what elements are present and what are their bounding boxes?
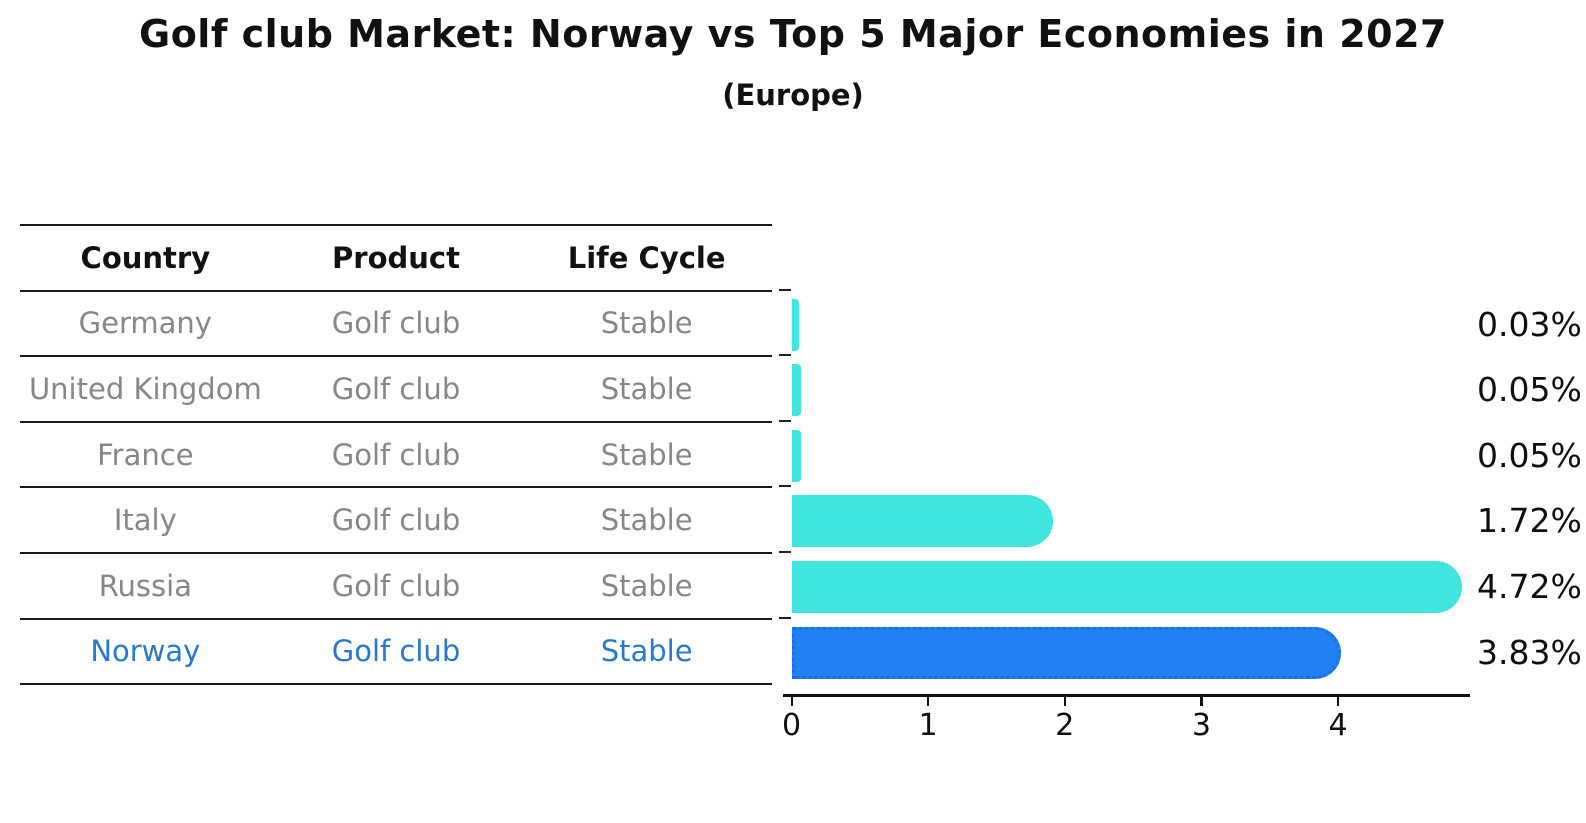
bar-value-label: 3.83% xyxy=(1477,632,1582,672)
life-cycle-cell: Stable xyxy=(600,371,693,406)
product-cell: Golf club xyxy=(331,371,461,406)
y-boundary-tick xyxy=(779,616,791,619)
x-tick xyxy=(790,696,793,706)
table-header-row: Country Product Life Cycle xyxy=(20,226,772,292)
y-boundary-tick xyxy=(779,288,791,291)
product-cell: Golf club xyxy=(331,306,461,341)
life-cycle-cell: Stable xyxy=(600,634,693,669)
x-tick-label: 4 xyxy=(1328,708,1348,743)
table-row: France Golf club Stable xyxy=(20,423,772,489)
x-tick-label: 1 xyxy=(918,708,938,743)
column-header-product: Product xyxy=(332,240,460,275)
bar-russia xyxy=(791,561,1463,613)
life-cycle-cell: Stable xyxy=(600,503,693,538)
bar-italy xyxy=(791,495,1053,548)
page-subtitle: (Europe) xyxy=(722,78,864,112)
bar-germany xyxy=(791,298,799,351)
table-row: Russia Golf club Stable xyxy=(20,554,772,620)
x-tick xyxy=(1200,696,1203,706)
country-cell: Italy xyxy=(113,503,177,538)
product-cell: Golf club xyxy=(331,634,461,669)
x-tick xyxy=(1337,696,1340,706)
x-tick xyxy=(927,696,930,706)
y-boundary-tick xyxy=(779,354,791,357)
x-tick xyxy=(1063,696,1066,706)
table-row: United Kingdom Golf club Stable xyxy=(20,357,772,423)
column-header-life-cycle: Life Cycle xyxy=(567,240,726,275)
y-boundary-tick xyxy=(779,419,791,422)
table-row: Germany Golf club Stable xyxy=(20,292,772,358)
bar-united-kingdom xyxy=(791,364,802,417)
bar-value-label: 0.03% xyxy=(1477,304,1582,344)
life-cycle-cell: Stable xyxy=(600,437,693,472)
table-row: Norway Golf club Stable xyxy=(20,620,772,686)
x-tick-label: 0 xyxy=(781,708,802,743)
life-cycle-cell: Stable xyxy=(600,568,693,603)
bar-value-label: 0.05% xyxy=(1477,370,1582,410)
x-axis-line xyxy=(783,694,1470,697)
table-body: Germany Golf club Stable United Kingdom Golf… xyxy=(20,292,772,686)
bar-value-label: 1.72% xyxy=(1477,501,1582,541)
data-table: Country Product Life Cycle Germany Golf c… xyxy=(20,224,772,686)
y-boundary-tick xyxy=(779,551,791,553)
column-header-country: Country xyxy=(80,240,211,275)
country-cell: Russia xyxy=(98,568,192,603)
x-tick-label: 3 xyxy=(1191,708,1211,743)
page-title: Golf club Market: Norway vs Top 5 Major … xyxy=(139,12,1447,56)
product-cell: Golf club xyxy=(331,503,461,538)
bar-norway xyxy=(791,626,1341,679)
product-cell: Golf club xyxy=(331,568,461,603)
bar-value-label: 4.72% xyxy=(1477,567,1582,606)
bar-france xyxy=(791,429,802,482)
bar-value-label: 0.05% xyxy=(1477,435,1582,475)
y-boundary-tick xyxy=(779,485,791,488)
country-cell: France xyxy=(97,437,194,472)
life-cycle-cell: Stable xyxy=(600,306,693,341)
country-cell: Norway xyxy=(90,634,201,669)
table-row: Italy Golf club Stable xyxy=(20,488,772,554)
product-cell: Golf club xyxy=(331,437,461,472)
country-cell: United Kingdom xyxy=(28,371,262,406)
country-cell: Germany xyxy=(78,306,212,341)
x-tick-label: 2 xyxy=(1055,708,1075,743)
